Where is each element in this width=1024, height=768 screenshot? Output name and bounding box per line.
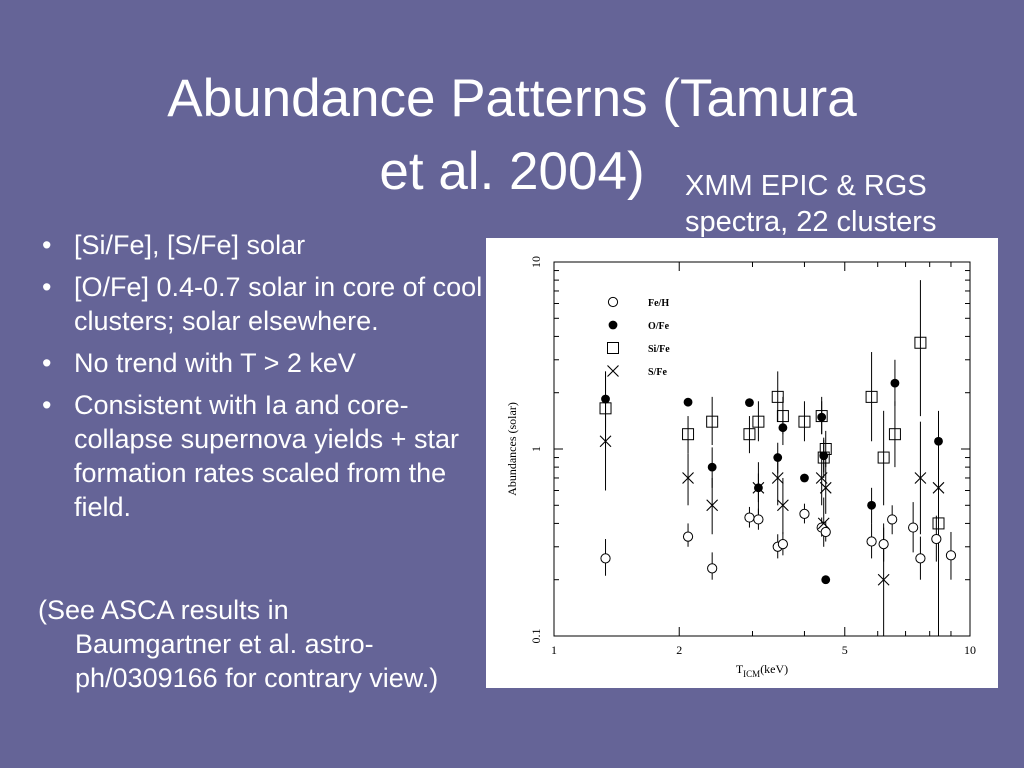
data-point-fe-h [945,550,957,561]
data-point-s-fe [815,472,828,484]
y-tick-label: 1 [529,446,543,452]
bullet-list: • [Si/Fe], [S/Fe] solar • [O/Fe] 0.4-0.7 s… [38,228,488,532]
data-point-s-fe [877,573,890,586]
bullet-item: • No trend with T > 2 keV [38,346,488,380]
reference-note: (See ASCA results in Baumgartner et al. … [38,593,478,695]
data-point-si-fe [865,390,878,403]
y-tick-label: 10 [529,256,543,268]
data-point-fe-h [753,514,764,525]
data-point-o-fe [601,394,610,404]
bullet-symbol: • [42,272,52,302]
data-point-s-fe [932,481,945,494]
figure-caption-line1: XMM EPIC & RGS [685,170,927,202]
abundance-scatter-chart: 1 2 5 10 0.1 1 10 Fe/H O/Fe Si/Fe S/Fe TICM(keV) A… [505,256,976,679]
reference-note-rest: Baumgartner et al. astro-ph/0309166 for … [75,629,439,693]
data-point-fe-h [600,553,611,564]
data-point-fe-h [744,512,755,523]
data-point-si-fe [877,451,890,464]
data-point-s-fe [752,481,765,494]
data-point-fe-h [820,526,831,538]
abundance-plot-panel: 1 2 5 10 0.1 1 10 Fe/H O/Fe Si/Fe S/Fe TICM(keV) A… [486,238,998,688]
data-point-fe-h [931,533,942,545]
data-point-fe-h [607,296,619,308]
bullet-text: [Si/Fe], [S/Fe] solar [74,230,306,260]
data-point-o-fe [800,473,809,483]
data-point-s-fe [706,499,719,512]
x-axis-label: TICM(keV) [736,662,788,679]
data-point-s-fe [607,365,619,377]
data-point-s-fe [777,499,789,512]
data-point-si-fe [798,415,811,428]
legend-label: S/Fe [648,367,667,378]
data-point-fe-h [682,531,694,542]
data-point-si-fe [682,428,695,441]
slide-title: Abundance Patterns (Tamura et al. 2004) [0,62,1024,208]
x-tick-label: 2 [676,643,682,657]
data-point-o-fe [867,500,876,510]
data-point-s-fe [819,481,832,494]
slide-title-line1: Abundance Patterns (Tamura [167,69,857,128]
bullet-text: [O/Fe] 0.4-0.7 solar in core of cool clu… [74,272,483,336]
data-point-o-fe [819,451,829,461]
slide-title-line2: et al. 2004) [379,142,645,201]
bullet-text: No trend with T > 2 keV [74,348,356,378]
data-point-o-fe [817,412,827,422]
y-axis-label: Abundances (solar) [505,402,519,496]
legend-label: O/Fe [648,321,670,332]
data-point-o-fe [745,398,754,408]
data-point-o-fe [821,575,831,585]
data-point-o-fe [890,378,900,388]
y-tick-label: 0.1 [529,629,543,644]
bullet-symbol: • [42,230,52,260]
data-point-si-fe [817,451,830,464]
data-point-si-fe [771,390,784,403]
legend-label: Fe/H [648,298,669,309]
bullet-item: • [Si/Fe], [S/Fe] solar [38,228,488,262]
data-point-si-fe [776,410,789,423]
plot-frame [553,261,971,637]
data-point-si-fe [932,517,945,530]
data-point-si-fe [599,402,612,415]
data-point-si-fe [888,428,901,441]
data-point-o-fe [773,453,783,462]
bullet-symbol: • [42,348,52,378]
bullet-text: Consistent with Ia and core-collapse sup… [74,390,459,522]
data-point-si-fe [815,410,828,423]
data-point-fe-h [878,539,889,550]
data-point-o-fe [683,397,693,407]
legend-label: Si/Fe [648,344,670,355]
data-point-o-fe [707,462,717,472]
data-point-fe-h [915,553,926,564]
data-point-si-fe [819,443,832,455]
x-tick-label: 10 [964,643,976,657]
bullet-item: • [O/Fe] 0.4-0.7 solar in core of cool cl… [38,270,488,338]
bullet-item: • Consistent with Ia and core-collapse su… [38,388,488,524]
data-point-si-fe [752,415,765,428]
data-point-s-fe [599,435,612,448]
data-point-si-fe [607,342,619,354]
data-point-s-fe [771,472,784,484]
data-point-o-fe [934,436,943,446]
data-point-fe-h [799,508,810,519]
data-point-fe-h [908,522,919,533]
figure-caption: XMM EPIC & RGS spectra, 22 clusters [685,168,936,240]
x-tick-label: 1 [551,643,557,657]
data-point-fe-h [887,514,898,525]
data-point-s-fe [682,472,694,484]
data-point-o-fe [778,423,788,433]
reference-note-line1: (See ASCA results in [38,595,289,625]
data-point-fe-h [707,563,718,574]
bullet-symbol: • [42,390,52,420]
data-point-o-fe [608,320,618,330]
data-point-s-fe [914,472,927,484]
x-tick-label: 5 [842,643,848,657]
data-point-s-fe [817,517,830,530]
data-point-fe-h [866,536,877,547]
data-point-fe-h [777,539,788,550]
data-point-si-fe [743,428,756,441]
data-point-si-fe [706,415,719,428]
figure-caption-line2: spectra, 22 clusters [685,206,937,238]
data-point-si-fe [914,336,927,349]
